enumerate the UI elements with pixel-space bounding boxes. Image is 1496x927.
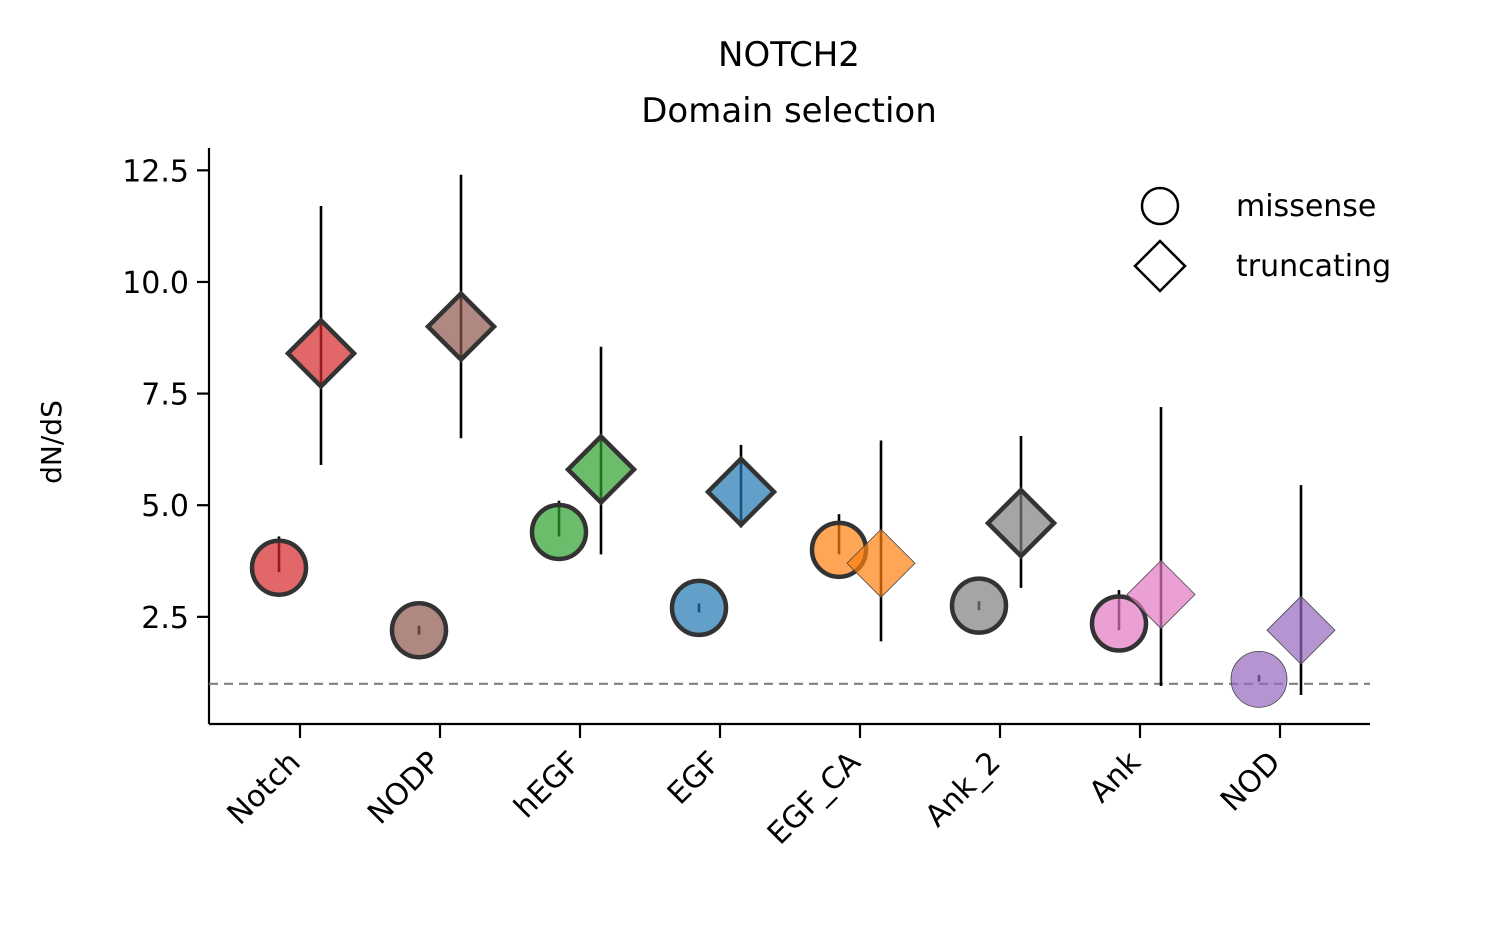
truncating-point-nodp: [424, 290, 498, 363]
missense-point-egf: [669, 578, 729, 638]
y-tick-label: 2.5: [141, 601, 189, 636]
missense-point-nod: [1230, 650, 1288, 708]
missense-point-ank_2: [949, 576, 1009, 635]
y-tick-label: 7.5: [141, 378, 189, 413]
x-tick-label-hegf: hEGF: [507, 745, 587, 825]
legend-missense-label: missense: [1236, 189, 1376, 224]
chart-title-line-1: NOTCH2: [718, 35, 860, 75]
truncating-point-egf: [704, 455, 778, 528]
y-tick-label: 10.0: [122, 266, 189, 301]
missense-point-ank: [1089, 594, 1149, 653]
truncating-point-ank: [1126, 559, 1196, 630]
y-axis-label: dN/dS: [35, 400, 68, 484]
legend-truncating-label: truncating: [1236, 249, 1391, 284]
missense-point-notch: [249, 538, 309, 597]
chart-title-line-2: Domain selection: [641, 91, 937, 131]
missense-point-hegf: [529, 502, 589, 562]
legend: missense truncating: [1133, 186, 1391, 293]
truncating-point-notch: [284, 317, 358, 390]
x-tick-label-ank: Ank: [1083, 744, 1148, 809]
legend-circle-marker: [1140, 186, 1180, 226]
missense-point-nodp: [389, 600, 449, 660]
truncating-point-ank_2: [984, 486, 1058, 560]
truncating-point-egf_ca: [846, 528, 916, 598]
x-tick-label-notch: Notch: [221, 745, 308, 832]
y-tick-label: 5.0: [141, 489, 189, 524]
x-tick-label-egf_ca: EGF_CA: [761, 745, 868, 852]
truncating-point-hegf: [564, 433, 638, 506]
x-tick-label-ank_2: Ank_2: [919, 745, 1008, 834]
x-tick-label-nod: NOD: [1214, 745, 1288, 819]
plot-area: 2.5 5.0 7.5 10.0 12.5 Notch NODP hEGF EGF EGF_CA A…: [122, 148, 1370, 852]
x-tick-label-egf: EGF: [661, 745, 728, 812]
legend-diamond-marker: [1133, 239, 1187, 293]
truncating-point-nod: [1266, 595, 1336, 665]
y-tick-label: 12.5: [122, 154, 189, 189]
x-tick-label-nodp: NODP: [361, 745, 447, 831]
